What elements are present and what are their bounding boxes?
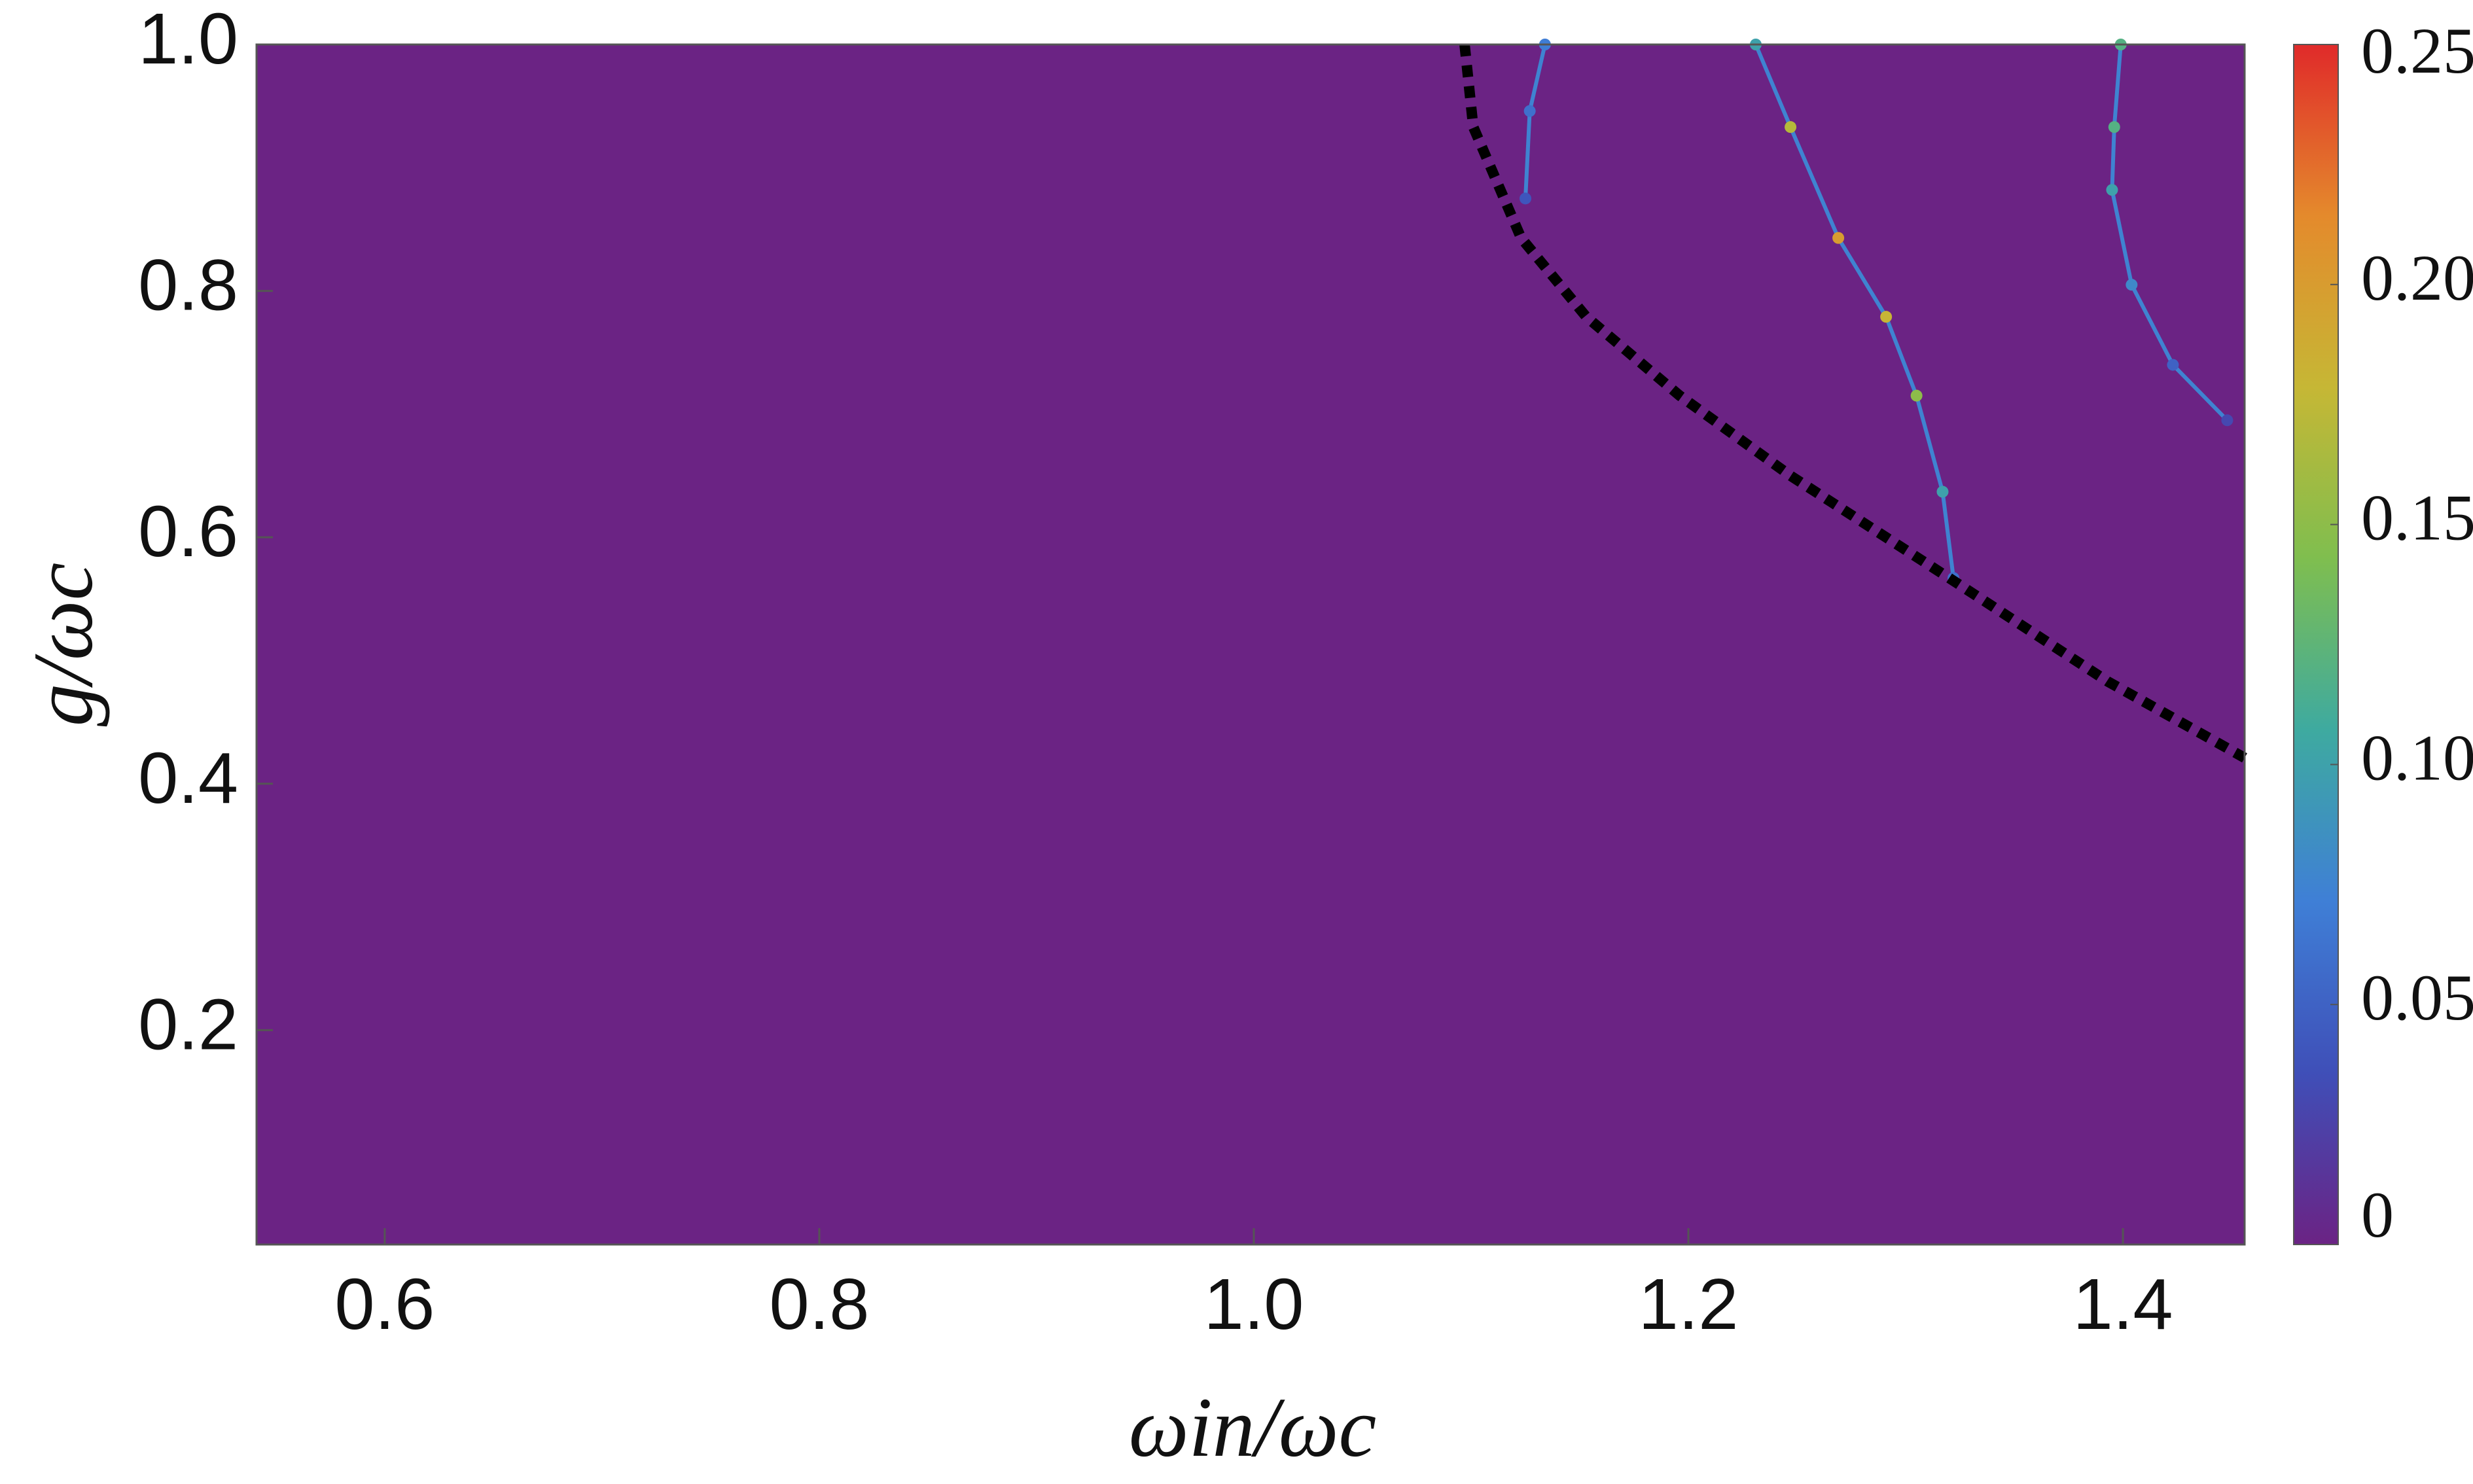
colorbar-tick-label: 0.20 <box>2361 241 2473 314</box>
ridge-point <box>1880 311 1893 323</box>
y-tick-label: 0.8 <box>138 245 238 326</box>
ridge-point <box>1832 232 1845 244</box>
ridge-point <box>1910 389 1923 402</box>
ridge-point <box>2167 359 2179 371</box>
x-axis-label: ωin/ωc <box>1129 1381 1377 1475</box>
x-tick-label: 1.2 <box>1639 1264 1739 1345</box>
x-tick-label: 0.8 <box>769 1264 869 1345</box>
ridge-point <box>1523 105 1536 117</box>
colorbar-tick-label: 0.10 <box>2361 721 2473 794</box>
ridge-point <box>2126 279 2138 291</box>
ridge-point <box>1520 192 1532 205</box>
x-tick-label: 1.4 <box>2073 1264 2173 1345</box>
colorbar-tick-label: 0 <box>2361 1178 2394 1251</box>
boundary-line <box>1459 44 2247 763</box>
y-tick-label: 0.4 <box>138 738 238 819</box>
colorbar-tick-label: 0.05 <box>2361 961 2473 1034</box>
ridge-point <box>2221 414 2233 427</box>
y-tick-label: 0.2 <box>138 984 238 1065</box>
ridge-point <box>1785 121 1797 133</box>
colorbar-tick-label: 0.25 <box>2361 14 2473 87</box>
y-tick-label: 1.0 <box>138 0 238 79</box>
y-axis-label: g/ωc <box>16 563 111 727</box>
colorbar-tick-label: 0.15 <box>2361 482 2473 554</box>
y-tick-label: 0.6 <box>138 491 238 572</box>
ridge-point <box>1936 486 1949 498</box>
x-tick-label: 1.0 <box>1204 1264 1304 1345</box>
x-tick-label: 0.6 <box>334 1264 435 1345</box>
ridge-point <box>2106 184 2118 196</box>
plot-frame <box>255 43 2246 1246</box>
plot-background <box>257 44 2245 1245</box>
ridge-line <box>2110 44 2229 422</box>
ridge-point <box>2108 121 2120 133</box>
colorbar <box>2293 44 2339 1245</box>
